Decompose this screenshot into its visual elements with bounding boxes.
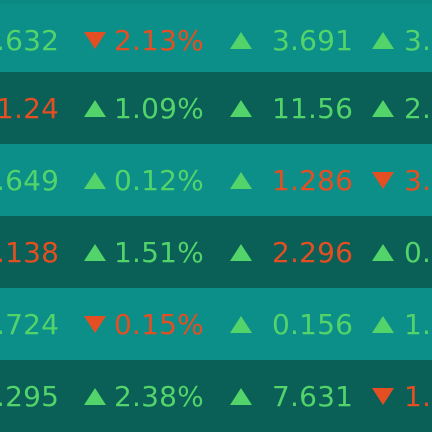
- arrow-cell: [372, 360, 394, 432]
- price-cell: 2.296: [272, 235, 354, 269]
- up-arrow-icon: [230, 243, 252, 261]
- percent-change: 0.12%: [114, 163, 204, 197]
- ticker-row: .295 2.38% 7.631 1.: [0, 360, 432, 432]
- up-arrow-icon: [84, 99, 106, 117]
- percent-change: 1.51%: [114, 235, 204, 269]
- up-arrow-icon: [230, 171, 252, 189]
- up-arrow-icon: [372, 99, 394, 117]
- arrow-cell: [230, 4, 252, 76]
- price-cell: 1.24: [0, 91, 60, 125]
- price-cell: 1.: [404, 379, 432, 413]
- arrow-cell: [372, 144, 394, 216]
- arrow-cell: [372, 4, 394, 76]
- down-arrow-icon: [84, 315, 106, 333]
- down-arrow-icon: [84, 31, 106, 49]
- ticker-row: .724 0.15% 0.156 1.: [0, 288, 432, 360]
- arrow-cell: [230, 72, 252, 144]
- ticker-row: .649 0.12% 1.286 3.: [0, 144, 432, 216]
- percent-change: 2.13%: [114, 23, 204, 57]
- price-cell: .724: [0, 307, 60, 341]
- arrow-cell: [230, 216, 252, 288]
- price-cell: 2.: [404, 91, 432, 125]
- price-cell: .138: [0, 235, 60, 269]
- price-cell: 3.691: [272, 23, 354, 57]
- up-arrow-icon: [372, 315, 394, 333]
- arrow-cell: [372, 72, 394, 144]
- ticker-row: 1.24 1.09% 11.56 2.: [0, 72, 432, 144]
- price-cell: 1.286: [272, 163, 354, 197]
- up-arrow-icon: [84, 387, 106, 405]
- percent-change: 1.09%: [114, 91, 204, 125]
- up-arrow-icon: [230, 99, 252, 117]
- arrow-cell: [372, 288, 394, 360]
- price-cell: .632: [0, 23, 60, 57]
- arrow-cell: [84, 216, 106, 288]
- up-arrow-icon: [84, 243, 106, 261]
- price-cell: 3.: [404, 23, 432, 57]
- percent-change: 2.38%: [114, 379, 204, 413]
- up-arrow-icon: [230, 387, 252, 405]
- up-arrow-icon: [230, 315, 252, 333]
- arrow-cell: [84, 360, 106, 432]
- up-arrow-icon: [84, 171, 106, 189]
- price-cell: 3.: [404, 163, 432, 197]
- arrow-cell: [84, 4, 106, 76]
- arrow-cell: [84, 72, 106, 144]
- down-arrow-icon: [372, 387, 394, 405]
- arrow-cell: [230, 288, 252, 360]
- ticker-row: .138 1.51% 2.296 0.: [0, 216, 432, 288]
- percent-change: 0.15%: [114, 307, 204, 341]
- up-arrow-icon: [230, 31, 252, 49]
- arrow-cell: [230, 360, 252, 432]
- arrow-cell: [230, 144, 252, 216]
- up-arrow-icon: [372, 31, 394, 49]
- price-cell: 1.: [404, 307, 432, 341]
- arrow-cell: [84, 144, 106, 216]
- price-cell: .649: [0, 163, 60, 197]
- up-arrow-icon: [372, 243, 394, 261]
- price-cell: .295: [0, 379, 60, 413]
- price-cell: 0.156: [272, 307, 354, 341]
- ticker-row: .632 2.13% 3.691 3.: [0, 4, 432, 76]
- price-cell: 0.: [404, 235, 432, 269]
- arrow-cell: [84, 288, 106, 360]
- arrow-cell: [372, 216, 394, 288]
- price-cell: 7.631: [272, 379, 354, 413]
- price-cell: 11.56: [272, 91, 354, 125]
- down-arrow-icon: [372, 171, 394, 189]
